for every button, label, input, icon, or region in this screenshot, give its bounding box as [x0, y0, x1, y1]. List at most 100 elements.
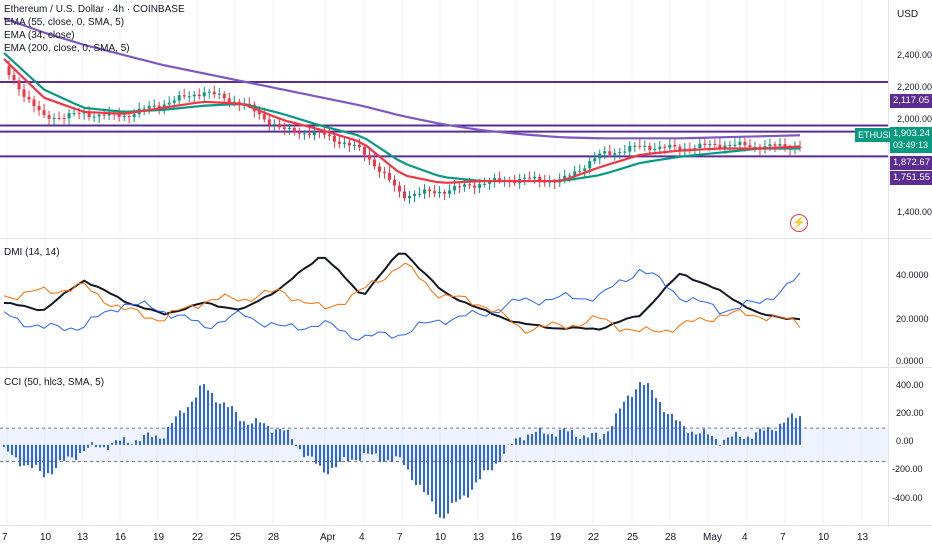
candle-body [372, 159, 376, 167]
candle-body [317, 131, 321, 133]
candle-body [593, 158, 597, 162]
last-price-tag: 1,903.24 03:49:13 [890, 127, 932, 153]
candle-body [187, 96, 191, 98]
ema55-label[interactable]: EMA (55, close, 0, SMA, 5) [4, 17, 125, 28]
dmi-line[interactable] [3, 262, 801, 334]
candle-body [157, 105, 161, 109]
candle-body [568, 175, 572, 177]
candle-body [493, 178, 497, 182]
candle-body [668, 144, 672, 148]
ema-line[interactable] [3, 58, 801, 184]
pane-separator-3[interactable] [0, 525, 932, 526]
pane-separator-2[interactable] [0, 367, 932, 368]
time-tick: 25 [627, 532, 639, 543]
candle-body [658, 146, 662, 150]
dmi-axis[interactable]: 40.0000 20.0000 0.0000 [888, 239, 932, 367]
candle-body [528, 177, 532, 179]
candle-body [392, 179, 396, 186]
candle-body [698, 143, 702, 149]
pane-separator-1[interactable] [0, 238, 932, 239]
candle-body [773, 144, 777, 146]
candle-body [483, 183, 487, 185]
price-chart[interactable] [0, 0, 888, 238]
candle-body [367, 154, 371, 160]
cci-axis[interactable]: 400.00 200.00 0.00 -200.00 -400.00 [888, 368, 932, 525]
candle-body [322, 131, 326, 135]
price-tick-2200: 2,200.00 [897, 82, 932, 92]
dmi-line[interactable] [3, 268, 801, 341]
time-tick: 10 [818, 532, 830, 543]
flash-icon[interactable]: ⚡ [790, 214, 808, 232]
candle-body [598, 153, 602, 159]
candle-body [377, 166, 381, 172]
candle-body [653, 149, 657, 151]
candle-body [458, 186, 462, 188]
candle-body [57, 117, 61, 119]
candle-body [588, 161, 592, 169]
dmi-chart[interactable] [0, 239, 888, 367]
ema-line[interactable] [3, 17, 801, 140]
time-axis[interactable]: 7 10 13 16 19 22 25 28 Apr 4 7 10 13 16 19 22 25 28 May 4 7 1… [0, 526, 932, 550]
candle-body [152, 105, 156, 107]
candle-body [267, 119, 271, 125]
candle-body [743, 141, 747, 146]
price-axis[interactable]: USD 2,400.00 2,200.00 2,000.00 1,400.00 [888, 0, 932, 238]
candle-body [332, 135, 336, 142]
candle-body [488, 181, 492, 184]
candle-body [17, 80, 21, 90]
candle-body [292, 127, 296, 133]
candle-body [638, 145, 642, 147]
candle-body [478, 184, 482, 188]
candle-body [352, 144, 356, 146]
cci-pane[interactable] [0, 368, 888, 525]
candle-body [132, 114, 136, 117]
candle-body [202, 92, 206, 97]
candle-body [673, 144, 677, 147]
dmi-label[interactable]: DMI (14, 14) [4, 247, 60, 258]
price-tick-2400: 2,400.00 [897, 50, 932, 60]
time-tick: 4 [359, 532, 365, 543]
cci-label[interactable]: CCI (50, hlc3, SMA, 5) [4, 377, 105, 388]
level-tag-mid: 1,872.67 [890, 156, 932, 170]
candle-body [297, 132, 301, 134]
candle-body [633, 145, 637, 147]
dmi-tick-40: 40.0000 [896, 270, 929, 280]
dmi-pane[interactable] [0, 239, 888, 367]
price-pane[interactable] [0, 0, 888, 238]
ema34-label[interactable]: EMA (34, close) [4, 30, 75, 41]
candle-body [463, 184, 467, 187]
candle-body [67, 113, 71, 119]
candle-body [728, 145, 732, 147]
cci-chart[interactable] [0, 368, 888, 525]
time-tick: 22 [588, 532, 600, 543]
candle-body [473, 185, 477, 188]
candle-body [387, 172, 391, 180]
candle-body [117, 113, 121, 118]
candle-body [327, 134, 331, 136]
time-tick: 16 [115, 532, 127, 543]
candle-body [42, 110, 46, 115]
symbol-tag: ETHUSD [855, 128, 899, 142]
dmi-tick-0: 0.0000 [896, 356, 924, 366]
candle-body [613, 153, 617, 155]
candle-body [82, 112, 86, 114]
candle-body [162, 104, 166, 109]
currency-label[interactable]: USD [897, 9, 919, 20]
candle-body [563, 175, 567, 180]
candle-body [97, 114, 101, 117]
candle-body [7, 66, 11, 75]
price-tick-1400: 1,400.00 [897, 207, 932, 217]
symbol-title[interactable]: Ethereum / U.S. Dollar · 4h · COINBASE [4, 4, 185, 15]
candle-body [733, 144, 737, 146]
ema200-label[interactable]: EMA (200, close, 0, SMA, 5) [4, 43, 130, 54]
dmi-line[interactable] [3, 252, 801, 331]
candle-body [448, 190, 452, 194]
candle-body [272, 124, 276, 126]
cci-tick-minus200: -200.00 [892, 464, 923, 474]
candle-body [12, 74, 16, 81]
time-tick: 13 [857, 532, 869, 543]
candle-body [87, 112, 91, 118]
candle-body [713, 143, 717, 145]
candle-body [423, 189, 427, 194]
candle-body [62, 118, 66, 120]
